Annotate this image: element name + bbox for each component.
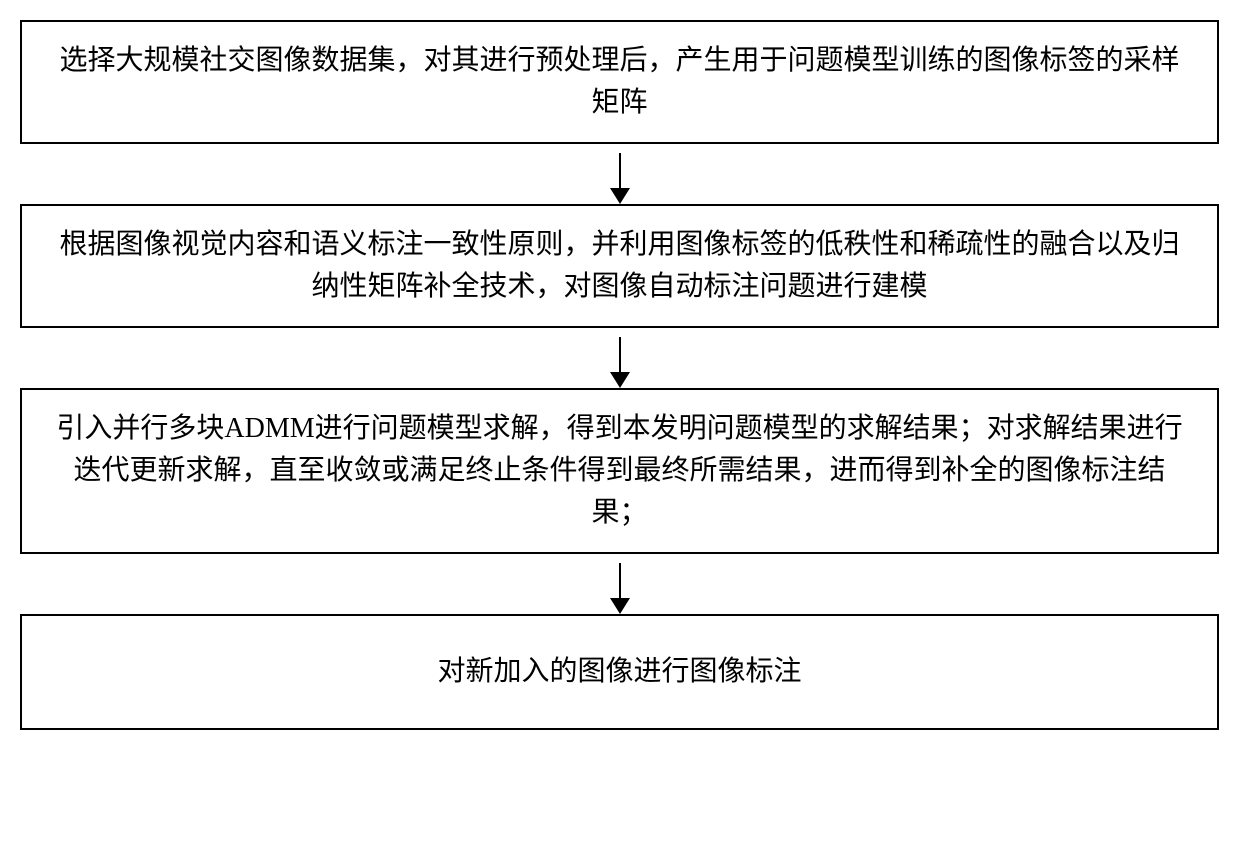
flowchart-step-2: 根据图像视觉内容和语义标注一致性原则，并利用图像标签的低秩性和稀疏性的融合以及归… bbox=[20, 204, 1219, 328]
arrow-head-icon bbox=[610, 188, 630, 204]
flowchart-step-3: 引入并行多块ADMM进行问题模型求解，得到本发明问题模型的求解结果；对求解结果进… bbox=[20, 388, 1219, 554]
flowchart-step-1: 选择大规模社交图像数据集，对其进行预处理后，产生用于问题模型训练的图像标签的采样… bbox=[20, 20, 1219, 144]
arrow-head-icon bbox=[610, 372, 630, 388]
step-text: 根据图像视觉内容和语义标注一致性原则，并利用图像标签的低秩性和稀疏性的融合以及归… bbox=[59, 229, 1179, 302]
flowchart-container: 选择大规模社交图像数据集，对其进行预处理后，产生用于问题模型训练的图像标签的采样… bbox=[20, 20, 1219, 730]
arrow-head-icon bbox=[610, 598, 630, 614]
step-text: 引入并行多块ADMM进行问题模型求解，得到本发明问题模型的求解结果；对求解结果进… bbox=[56, 413, 1182, 528]
step-text: 对新加入的图像进行图像标注 bbox=[437, 656, 801, 687]
step-text: 选择大规模社交图像数据集，对其进行预处理后，产生用于问题模型训练的图像标签的采样… bbox=[59, 45, 1179, 118]
flowchart-step-4: 对新加入的图像进行图像标注 bbox=[20, 614, 1219, 730]
arrow-1 bbox=[619, 144, 621, 204]
arrow-2 bbox=[619, 328, 621, 388]
arrow-3 bbox=[619, 554, 621, 614]
